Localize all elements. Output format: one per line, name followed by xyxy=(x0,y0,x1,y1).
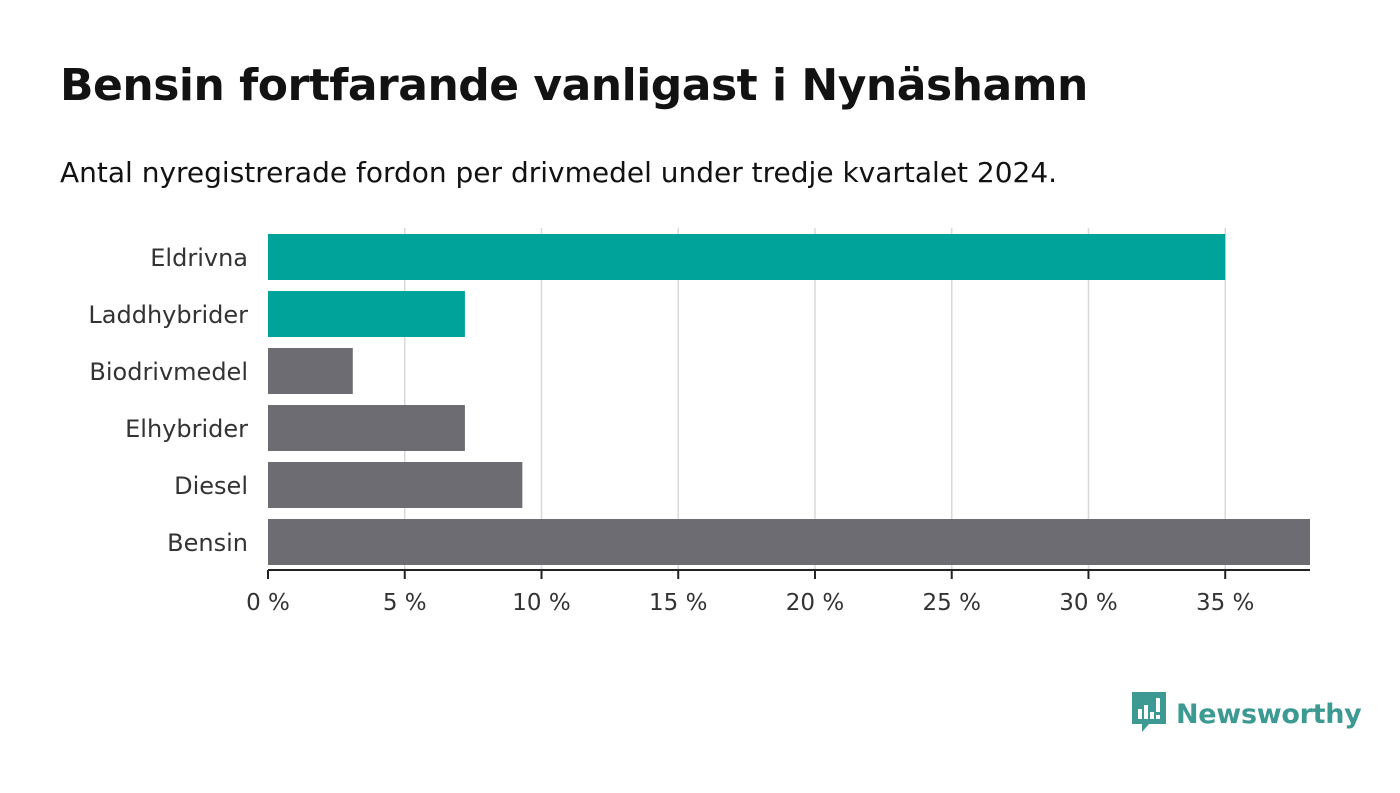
brand-logo: Newsworthy xyxy=(1132,692,1362,736)
category-label: Diesel xyxy=(174,472,248,500)
bar-elhybrider xyxy=(268,405,465,451)
category-label: Bensin xyxy=(167,529,248,557)
x-tick-label: 25 % xyxy=(923,590,981,616)
category-label: Elhybrider xyxy=(125,415,248,443)
x-tick-label: 5 % xyxy=(383,590,427,616)
category-label: Biodrivmedel xyxy=(89,358,248,386)
chart-subtitle: Antal nyregistrerade fordon per drivmede… xyxy=(60,156,1058,189)
category-labels: Eldrivna Laddhybrider Biodrivmedel Elhybrid… xyxy=(88,244,248,557)
bar-biodrivmedel xyxy=(268,348,353,394)
x-tick-label: 0 % xyxy=(246,590,290,616)
x-tick-label: 35 % xyxy=(1196,590,1254,616)
x-tick-label: 10 % xyxy=(512,590,570,616)
brand-name: Newsworthy xyxy=(1176,698,1362,730)
newsworthy-logo-icon xyxy=(1132,692,1166,736)
x-tick-label: 20 % xyxy=(786,590,844,616)
bar-laddhybrider xyxy=(268,291,465,337)
x-tick-label: 15 % xyxy=(649,590,707,616)
bar-diesel xyxy=(268,462,523,508)
bar-bensin xyxy=(268,519,1310,565)
category-label: Eldrivna xyxy=(150,244,248,272)
bar-eldrivna xyxy=(268,234,1226,280)
chart-title: Bensin fortfarande vanligast i Nynäshamn xyxy=(60,60,1088,111)
category-label: Laddhybrider xyxy=(88,301,248,329)
grid-lines xyxy=(403,228,1226,570)
bars xyxy=(268,234,1310,565)
x-axis: 0 % 5 % 10 % 15 % 20 % 25 % 30 % 35 % xyxy=(246,569,1310,616)
x-tick-label: 30 % xyxy=(1059,590,1117,616)
